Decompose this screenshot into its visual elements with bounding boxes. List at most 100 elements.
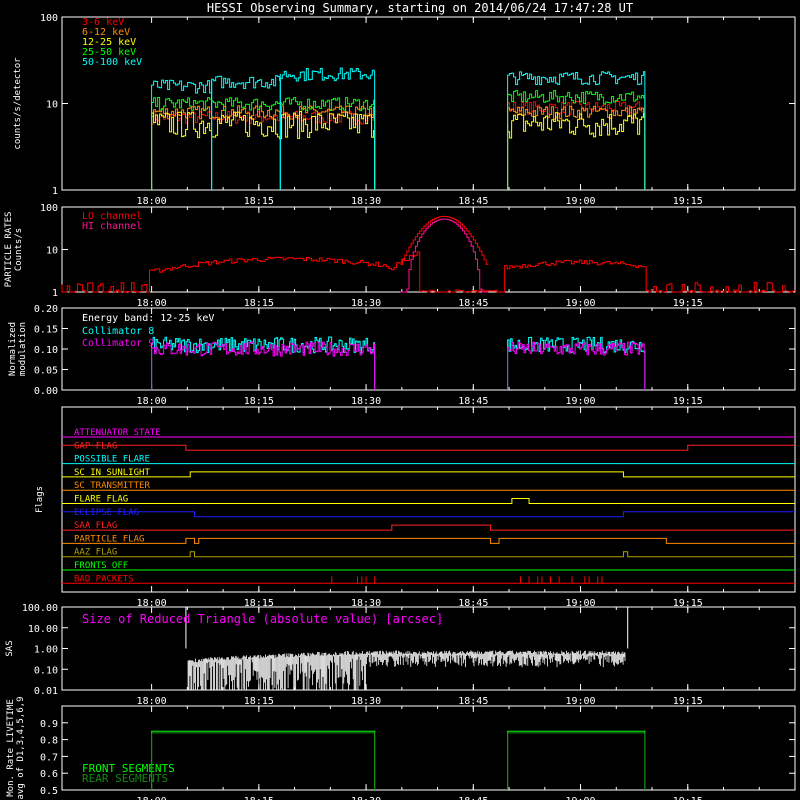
flag-line-3	[62, 471, 795, 478]
time-tick-label: 18:15	[244, 696, 274, 707]
time-tick-label: 19:15	[673, 796, 703, 800]
y-tick-label: 10.00	[28, 624, 58, 635]
y-tick-label: 100.00	[22, 603, 58, 614]
flag-label: POSSIBLE FLARE	[74, 455, 150, 465]
y-tick-label: 100	[40, 203, 58, 214]
flag-label: ECLIPSE FLAG	[74, 508, 139, 518]
legend-entry: 3-6 keV	[82, 17, 124, 28]
legend-entry: 6-12 keV	[82, 27, 130, 38]
y-tick-label: 0.15	[34, 325, 58, 336]
y-tick-label: 100	[40, 13, 58, 24]
series-line-1	[507, 105, 646, 190]
y-axis-label: Normalizedmodulation	[8, 322, 28, 376]
y-axis-label-line: avg of D1,3,4,5,6,9	[16, 697, 26, 800]
time-tick-label: 19:00	[565, 598, 595, 609]
series-line-1	[151, 732, 376, 790]
time-tick-label: 18:15	[244, 598, 274, 609]
flag-label: FLARE FLAG	[74, 495, 128, 505]
time-tick-label: 18:00	[137, 196, 167, 207]
y-axis-label-line: modulation	[18, 322, 28, 376]
time-tick-label: 18:30	[351, 696, 381, 707]
time-tick-label: 18:00	[137, 696, 167, 707]
y-axis-label-line: PARTICLE RATES	[4, 212, 14, 288]
y-tick-label: 0.01	[34, 686, 58, 697]
y-axis-label: PARTICLE RATESCounts/s	[4, 212, 24, 288]
flag-line-8	[62, 537, 795, 544]
time-tick-label: 18:45	[458, 598, 488, 609]
hump-line-0	[400, 215, 489, 265]
legend-entry: HI channel	[82, 221, 142, 232]
time-tick-label: 18:30	[351, 796, 381, 800]
y-tick-label: 10	[46, 246, 58, 257]
y-tick-label: 0.8	[40, 736, 58, 747]
series-line-1	[151, 105, 376, 190]
y-tick-label: 0.05	[34, 366, 58, 377]
flag-label: SC IN SUNLIGHT	[74, 468, 150, 478]
y-axis-label-line: Counts/s	[14, 228, 24, 271]
time-tick-label: 18:00	[137, 598, 167, 609]
series-line-1	[507, 341, 646, 390]
time-tick-label: 18:30	[351, 396, 381, 407]
y-axis-label-line: Normalized	[8, 322, 18, 376]
panel-modulation: 18:00 18:15 18:30 18:45 19:00 19:15 0.00 0.05 0.…	[8, 304, 796, 407]
panel-flags: 18:00 18:15 18:30 18:45 19:00 19:15 Flags ATTEN…	[35, 406, 796, 609]
panel-particle: 18:00 18:15 18:30 18:45 19:00 19:15 1 10 100 PART…	[4, 203, 796, 309]
flag-label: BAD PACKETS	[74, 574, 134, 584]
y-axis-label: Mon. Rate LIVETIMEavg of D1,3,4,5,6,9	[6, 697, 26, 800]
chart-annotation: Energy band: 12-25 keV	[82, 313, 214, 324]
time-tick-label: 18:00	[137, 796, 167, 800]
flag-label: GAP FLAG	[74, 441, 117, 451]
y-axis-label-line: Mon. Rate LIVETIME	[6, 699, 16, 797]
y-tick-label: 0.9	[40, 719, 58, 730]
y-tick-label: 1	[52, 186, 58, 197]
time-tick-label: 18:00	[137, 298, 167, 309]
y-tick-label: 0.20	[34, 304, 58, 315]
panel-frame	[61, 406, 796, 593]
series-line-4	[279, 67, 376, 190]
time-tick-label: 19:15	[673, 196, 703, 207]
series-line-lo	[61, 251, 796, 293]
y-tick-label: 0.6	[40, 769, 58, 780]
time-tick-label: 18:15	[244, 196, 274, 207]
flag-line-7	[62, 524, 795, 531]
time-tick-label: 18:45	[458, 196, 488, 207]
time-tick-label: 19:15	[673, 598, 703, 609]
panel-counts: 18:00 18:15 18:30 18:45 19:00 19:15 1 10 100 coun…	[13, 13, 796, 207]
y-axis-label: SAS	[5, 640, 15, 656]
time-tick-label: 18:15	[244, 796, 274, 800]
time-tick-label: 18:30	[351, 598, 381, 609]
time-tick-label: 19:15	[673, 298, 703, 309]
time-tick-label: 18:45	[458, 396, 488, 407]
legend-entry: Collimator 8	[82, 326, 154, 337]
y-tick-label: 1	[52, 288, 58, 299]
flag-label: SC TRANSMITTER	[74, 481, 150, 491]
y-tick-label: 0.10	[34, 345, 58, 356]
flag-label: SAA FLAG	[74, 521, 117, 531]
series-line-4	[151, 79, 213, 190]
series-line-1	[151, 341, 376, 390]
series-line-0	[151, 110, 376, 190]
time-tick-label: 19:15	[673, 396, 703, 407]
time-tick-label: 18:15	[244, 396, 274, 407]
series-line-2	[507, 112, 646, 190]
y-axis-label: Flags	[35, 486, 45, 513]
flag-label: PARTICLE FLAG	[74, 534, 144, 544]
hump-line-1	[400, 218, 489, 293]
y-tick-label: 0.00	[34, 386, 58, 397]
flag-line-6	[62, 511, 795, 518]
y-tick-label: 0.7	[40, 752, 58, 763]
legend-entry: 25-50 keV	[82, 47, 136, 58]
legend-entry: 12-25 keV	[82, 37, 136, 48]
panel-livetime: 18:00 18:15 18:30 18:45 19:00 19:15 0.5 0.6 0.7 0…	[6, 697, 796, 800]
time-tick-label: 19:00	[565, 196, 595, 207]
flag-line-1	[62, 444, 795, 451]
time-tick-label: 18:15	[244, 298, 274, 309]
flag-line-9	[62, 551, 795, 558]
y-tick-label: 0.10	[34, 665, 58, 676]
flag-line-5	[62, 498, 795, 504]
series-line-0	[151, 730, 376, 790]
series-line-2	[151, 111, 376, 190]
panel-sas: 18:00 18:15 18:30 18:45 19:00 19:15 0.01 0.10 1.…	[5, 603, 796, 707]
panels: 18:00 18:15 18:30 18:45 19:00 19:15 1 10 100 coun…	[4, 13, 796, 800]
